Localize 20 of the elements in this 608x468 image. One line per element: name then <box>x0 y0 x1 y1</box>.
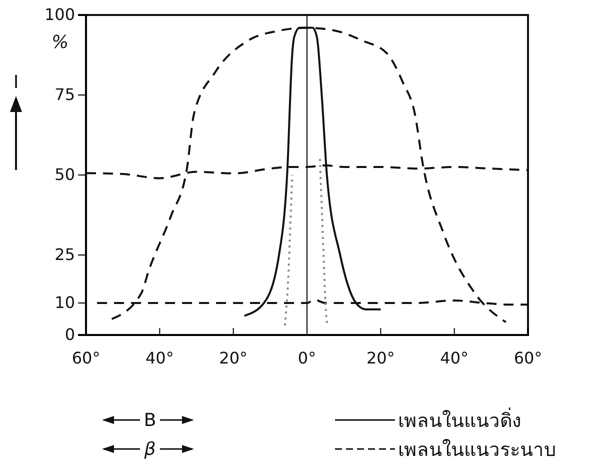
x-tick-label: 40° <box>145 348 174 368</box>
legend-label: เพลนในแนวดิ่ง <box>398 407 521 432</box>
x-tick-label: 20° <box>366 348 395 368</box>
y-tick-label: 10 <box>54 293 75 312</box>
x-tick-label: 60° <box>514 348 542 368</box>
x-tick-label: 40° <box>440 348 469 368</box>
x-tick-label: 0° <box>298 348 316 368</box>
text: % <box>51 32 69 53</box>
line-series <box>284 174 294 326</box>
y-tick-label: 0 <box>64 325 75 344</box>
y-tick-label: 100 <box>44 5 75 24</box>
y-tick-label: 25 <box>54 245 75 264</box>
text: B <box>144 410 156 431</box>
x-tick-label: 20° <box>219 348 248 368</box>
y-axis-title: I <box>13 72 19 93</box>
y-tick-label: 75 <box>54 85 75 104</box>
y-tick-label: 50 <box>54 165 75 184</box>
x-tick-label: 60° <box>72 348 100 368</box>
legend-label: เพลนในแนวระนาบ <box>398 439 556 461</box>
text: β <box>143 439 156 460</box>
